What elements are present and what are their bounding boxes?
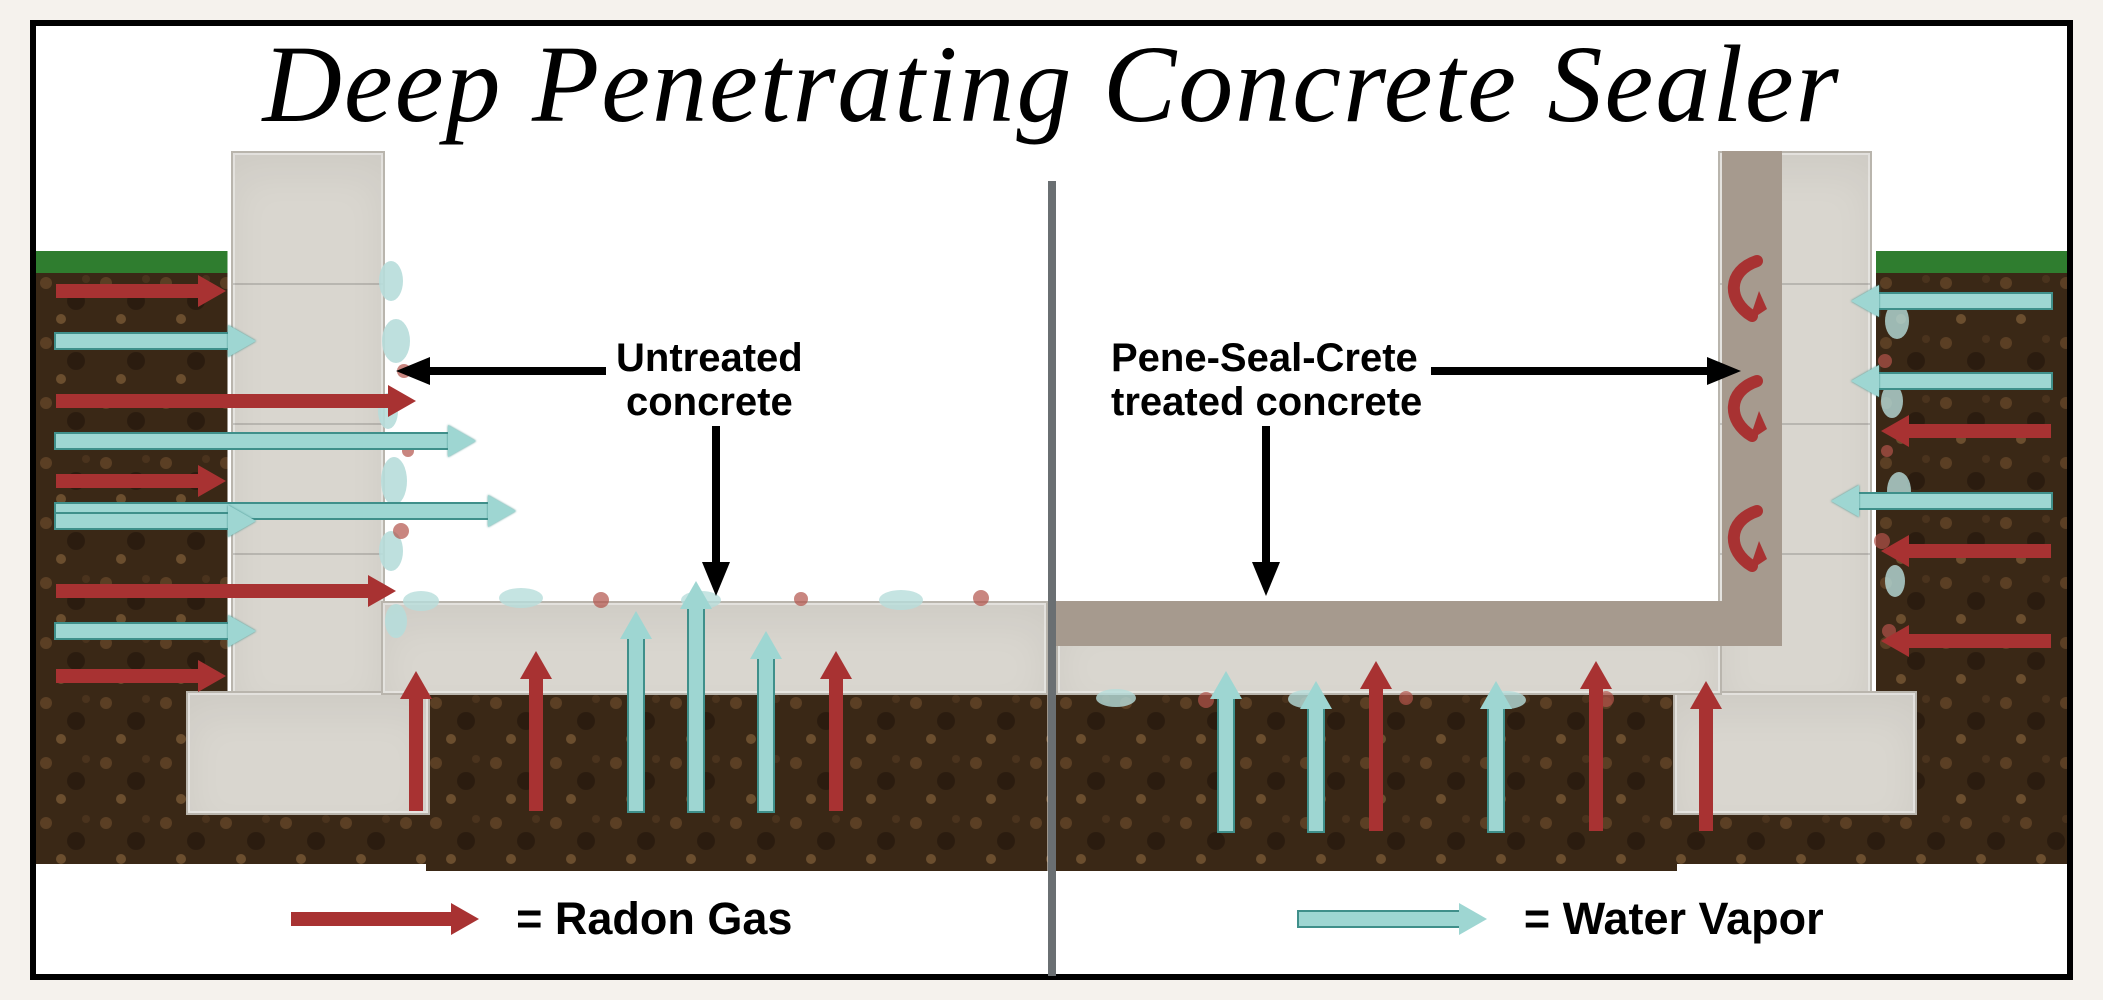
callout-arrow-untreated-wall <box>396 351 606 391</box>
legend-radon: = Radon Gas <box>36 879 1048 959</box>
callout-arrow-treated-slab <box>1246 426 1286 596</box>
panel-treated <box>1056 191 2068 864</box>
callout-treated-l1: Pene-Seal-Crete <box>1111 336 1418 380</box>
slab-left <box>381 601 1048 695</box>
radon-arrow-icon <box>1580 661 1612 831</box>
grass-strip <box>36 251 228 273</box>
panel-untreated <box>36 191 1048 864</box>
treated-layer-slab <box>1056 601 1723 646</box>
legend-arrow-radon-icon <box>291 899 491 939</box>
callout-untreated-l2: concrete <box>626 380 793 424</box>
vapor-arrow-icon <box>1480 681 1512 831</box>
wall-left <box>231 151 385 695</box>
callout-arrow-untreated-slab <box>696 426 736 596</box>
vapor-arrow-icon <box>680 581 712 811</box>
vapor-arrow-icon <box>1300 681 1332 831</box>
callout-treated-l2: treated concrete <box>1111 380 1422 424</box>
radon-arrow-icon <box>1690 681 1722 831</box>
vapor-arrow-icon <box>750 631 782 811</box>
callout-arrow-treated-wall <box>1431 351 1741 391</box>
center-divider <box>1048 181 1056 976</box>
callout-untreated: Untreated concrete <box>616 336 803 424</box>
radon-arrow-icon <box>820 651 852 811</box>
footing-left <box>186 691 430 815</box>
callout-treated: Pene-Seal-Crete treated concrete <box>1111 336 1422 424</box>
vapor-arrow-icon <box>620 611 652 811</box>
deflected-arrows-icon <box>1697 231 1777 651</box>
legend-vapor-label: = Water Vapor <box>1524 893 1824 945</box>
radon-arrow-icon <box>520 651 552 811</box>
diagram-title: Deep Penetrating Concrete Sealer <box>36 21 2067 148</box>
radon-arrow-icon <box>1360 661 1392 831</box>
callout-untreated-l1: Untreated <box>616 336 803 380</box>
vapor-arrow-icon <box>1210 671 1242 831</box>
radon-arrow-icon <box>400 671 432 811</box>
grass-strip <box>1876 251 2068 273</box>
legend-radon-label: = Radon Gas <box>516 893 792 945</box>
diagram-frame: Deep Penetrating Concrete Sealer <box>30 20 2073 980</box>
legend-arrow-vapor-icon <box>1299 899 1499 939</box>
legend-vapor: = Water Vapor <box>1056 879 2068 959</box>
